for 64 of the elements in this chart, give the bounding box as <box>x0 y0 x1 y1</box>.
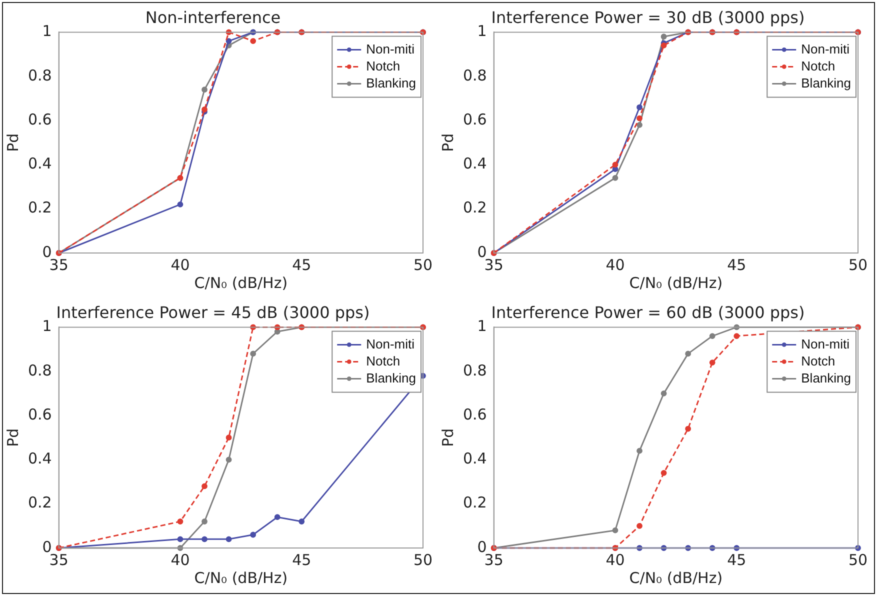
x-tick-label: 50 <box>413 256 433 274</box>
legend-label: Notch <box>366 353 400 368</box>
y-tick-label: 1 <box>477 22 487 40</box>
chart-title: Interference Power = 30 dB (3000 pps) <box>491 8 805 27</box>
y-tick-label: 0.8 <box>28 361 52 380</box>
x-axis-title: C/N₀ (dB/Hz) <box>194 274 288 292</box>
x-axis-title: C/N₀ (dB/Hz) <box>629 568 723 587</box>
y-tick-label: 0 <box>477 538 487 556</box>
y-tick-label: 1 <box>42 22 52 40</box>
x-tick-label: 45 <box>727 550 746 569</box>
y-tick-label: 0.2 <box>28 494 52 512</box>
chart-title: Interference Power = 60 dB (3000 pps) <box>491 302 805 322</box>
y-tick-label: 0 <box>42 242 52 261</box>
x-tick-label: 45 <box>292 256 312 274</box>
y-axis-title: Pd <box>438 428 457 447</box>
x-tick-label: 40 <box>170 256 190 274</box>
legend-label: Blanking <box>366 370 416 386</box>
x-tick-label: 50 <box>413 550 433 569</box>
x-tick-label: 40 <box>170 550 190 569</box>
legend-label: Blanking <box>801 75 852 90</box>
y-tick-label: 0.2 <box>462 198 487 217</box>
chart-title: Interference Power = 45 dB (3000 pps) <box>56 302 370 322</box>
y-tick-label: 0.8 <box>28 66 52 84</box>
y-tick-label: 0.6 <box>462 110 487 128</box>
x-tick-label: 35 <box>49 256 68 274</box>
y-tick-label: 0.4 <box>28 450 52 468</box>
x-tick-label: 35 <box>49 550 68 569</box>
y-tick-label: 1 <box>42 317 52 336</box>
x-tick-label: 50 <box>848 550 868 569</box>
legend-label: Non-miti <box>366 336 415 352</box>
legend-label: Notch <box>366 58 400 74</box>
x-tick-label: 40 <box>606 256 625 274</box>
legend-label: Non-miti <box>366 41 415 56</box>
x-tick-label: 35 <box>484 550 504 569</box>
x-tick-label: 50 <box>848 256 868 274</box>
legend-label: Non-miti <box>801 41 850 56</box>
y-tick-label: 0.8 <box>462 361 487 380</box>
y-tick-label: 0 <box>42 538 52 556</box>
y-tick-label: 0.8 <box>462 66 487 84</box>
y-tick-label: 0.6 <box>28 405 52 424</box>
y-axis-title: Pd <box>4 133 22 152</box>
x-axis-title: C/N₀ (dB/Hz) <box>629 274 723 292</box>
x-tick-label: 45 <box>292 550 312 569</box>
legend-label: Non-miti <box>801 336 850 352</box>
legend-label: Blanking <box>366 75 416 90</box>
y-axis-title: Pd <box>4 428 22 447</box>
y-tick-label: 0.6 <box>462 405 487 424</box>
y-tick-label: 1 <box>477 317 487 336</box>
chart-title: Non-interference <box>145 8 281 27</box>
x-tick-label: 45 <box>727 256 746 274</box>
legend-label: Blanking <box>801 370 852 386</box>
x-tick-label: 35 <box>484 256 504 274</box>
x-tick-label: 40 <box>606 550 625 569</box>
y-tick-label: 0.2 <box>462 494 487 512</box>
y-tick-label: 0.4 <box>462 154 487 173</box>
y-tick-label: 0.6 <box>28 110 52 128</box>
y-tick-label: 0.4 <box>28 154 52 173</box>
legend-label: Notch <box>801 58 836 74</box>
x-axis-title: C/N₀ (dB/Hz) <box>194 568 288 587</box>
legend-label: Notch <box>801 353 836 368</box>
y-tick-label: 0.2 <box>28 198 52 217</box>
y-axis-title: Pd <box>438 133 457 152</box>
y-tick-label: 0 <box>477 242 487 261</box>
y-tick-label: 0.4 <box>462 450 487 468</box>
